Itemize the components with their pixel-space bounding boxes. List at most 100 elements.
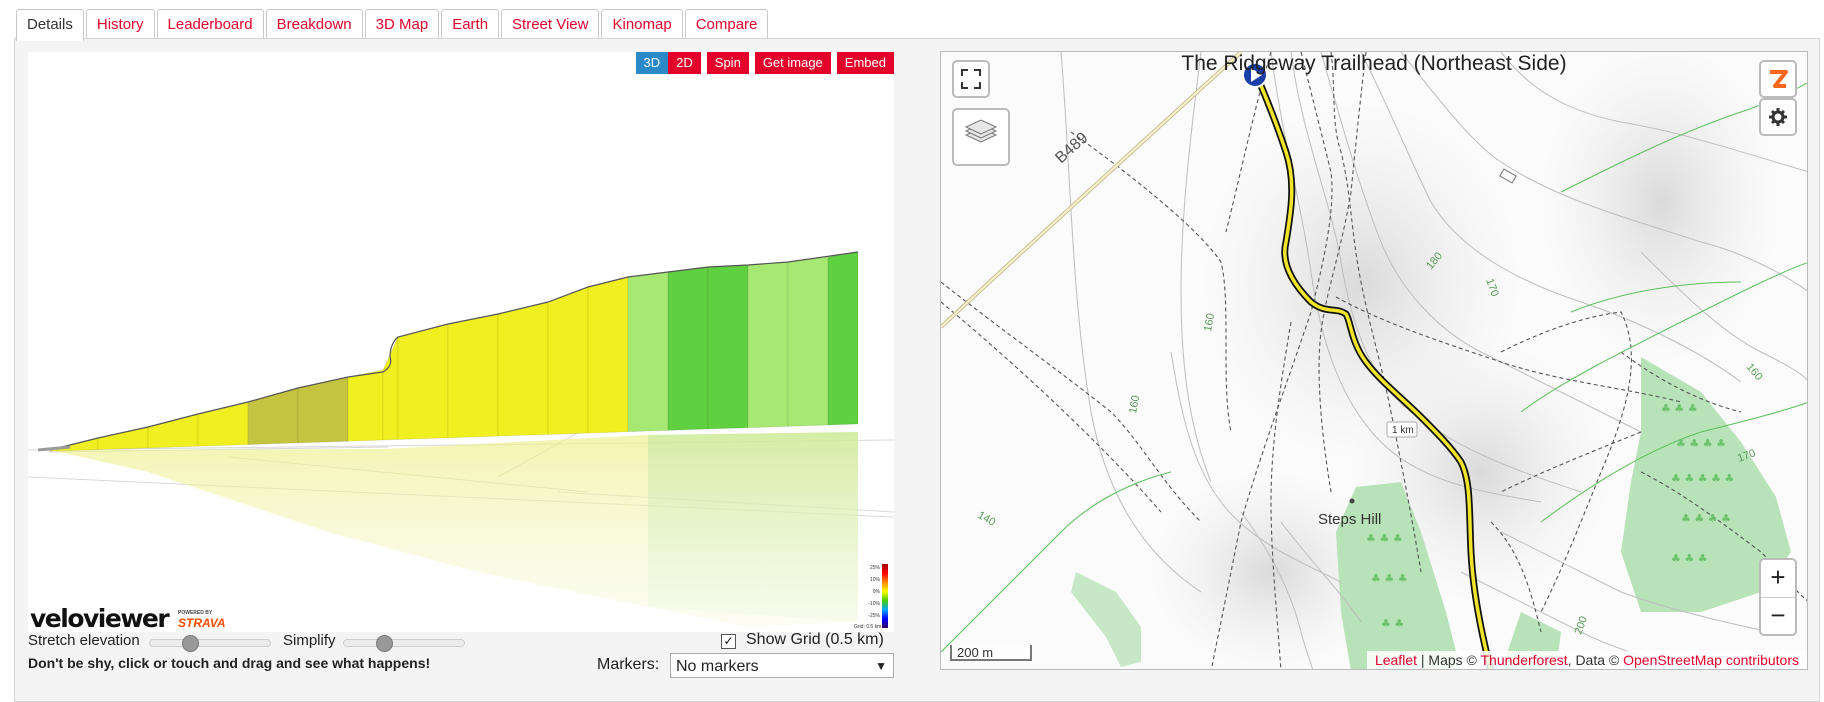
tab-street-view[interactable]: Street View — [501, 9, 600, 39]
profile-slice — [627, 271, 669, 433]
leaflet-link[interactable]: Leaflet — [1374, 652, 1417, 668]
bridleways — [941, 82, 1807, 653]
legend-label: 10% — [869, 577, 880, 583]
zwift-icon — [1770, 70, 1788, 88]
svg-text:♣ ♣: ♣ ♣ — [1381, 617, 1404, 630]
simplify-slider[interactable] — [343, 635, 465, 652]
stretch-elevation-slider[interactable] — [149, 635, 271, 652]
tab-breakdown[interactable]: Breakdown — [265, 9, 363, 39]
profile-slice — [547, 286, 589, 435]
strava-logo: STRAVA — [178, 616, 226, 630]
layers-icon — [964, 119, 998, 143]
contour-label: 200 — [1573, 615, 1591, 636]
profile-slice — [667, 266, 709, 431]
embed-button[interactable]: Embed — [836, 52, 894, 74]
zwift-button[interactable] — [1759, 60, 1797, 98]
tab-earth[interactable]: Earth — [441, 9, 500, 39]
elevation-profile-canvas[interactable] — [28, 52, 894, 632]
profile-slice — [447, 313, 499, 439]
interaction-hint: Don't be shy, click or touch and drag an… — [28, 655, 431, 671]
simplify-handle[interactable] — [375, 635, 393, 652]
markers-selected-value: No markers — [676, 658, 759, 675]
view-2d-button[interactable]: 2D — [668, 52, 701, 74]
building-icon — [1499, 168, 1517, 184]
layers-button[interactable] — [952, 108, 1010, 166]
profile-slice — [397, 323, 449, 441]
legend-label: 0% — [872, 589, 880, 595]
km-marker: 1 km — [1386, 421, 1418, 438]
view-3d-button[interactable]: 3D — [635, 52, 669, 74]
show-grid-checkbox[interactable]: ✓ — [721, 634, 736, 649]
contour-label: 160 — [1127, 394, 1142, 414]
fullscreen-icon — [961, 69, 981, 89]
place-label: Steps Hill — [1318, 511, 1381, 528]
legend-label: -10% — [868, 601, 880, 607]
svg-text:♣ ♣ ♣: ♣ ♣ ♣ — [1661, 402, 1698, 415]
grid-caption: Grid: 0.5 km — [854, 624, 882, 630]
elevation-3d-viewer[interactable]: 3D 2D Spin Get image Embed veloviewer PO… — [28, 52, 894, 632]
profile-slice — [787, 256, 829, 427]
attribution-text: , Data © — [1567, 652, 1624, 668]
powered-by-text: POWERED BY — [178, 610, 213, 616]
map-tiles[interactable]: ♣ ♣ ♣ ♣ ♣ ♣ ♣ ♣ ♣ ♣ ♣ ♣ ♣ ♣ ♣ ♣ ♣ ♣ ♣ ♣ … — [941, 52, 1808, 670]
viewer-button-group: 3D 2D Spin Get image Embed — [635, 52, 894, 74]
stretch-elevation-handle[interactable] — [181, 635, 199, 652]
hill-shading — [1151, 472, 1391, 669]
profile-slice — [97, 426, 149, 451]
zoom-control: + − — [1759, 558, 1797, 636]
markers-label: Markers: — [597, 656, 660, 673]
chevron-down-icon: ▼ — [875, 659, 887, 673]
profile-slice — [347, 369, 384, 442]
footpaths — [941, 52, 1807, 669]
tab-history[interactable]: History — [85, 9, 155, 39]
profile-slice — [587, 276, 629, 434]
svg-text:♣ ♣ ♣: ♣ ♣ ♣ — [1371, 572, 1408, 585]
osm-link[interactable]: OpenStreetMap contributors — [1623, 652, 1799, 668]
zoom-in-button[interactable]: + — [1761, 560, 1795, 598]
profile-slice — [197, 401, 249, 447]
profile-slice — [707, 264, 749, 430]
viewer-controls: Stretch elevation Simplify — [28, 632, 465, 652]
hill-shading — [1541, 52, 1781, 362]
svg-text:♣ ♣ ♣ ♣ ♣: ♣ ♣ ♣ ♣ ♣ — [1671, 472, 1734, 485]
fullscreen-button[interactable] — [952, 60, 990, 98]
tab-3d-map[interactable]: 3D Map — [364, 9, 440, 39]
route-line[interactable] — [1254, 73, 1493, 670]
summit-point-icon — [1349, 498, 1355, 504]
profile-slice — [747, 261, 789, 429]
simplify-label: Simplify — [283, 632, 336, 649]
gradient-legend-bar — [882, 564, 888, 628]
tab-leaderboard[interactable]: Leaderboard — [156, 9, 264, 39]
profile-slice — [147, 413, 199, 449]
tab-details[interactable]: Details — [16, 9, 84, 41]
map-route-title: The Ridgeway Trailhead (Northeast Side) — [1181, 52, 1567, 75]
tab-bar: Details History Leaderboard Breakdown 3D… — [16, 9, 770, 41]
road-b489-fill — [941, 52, 1242, 328]
forest-area — [1336, 482, 1461, 669]
road-label: B489 — [1052, 129, 1091, 167]
markers-select[interactable]: No markers ▼ — [670, 653, 894, 678]
route-map[interactable]: ♣ ♣ ♣ ♣ ♣ ♣ ♣ ♣ ♣ ♣ ♣ ♣ ♣ ♣ ♣ ♣ ♣ ♣ ♣ ♣ … — [940, 51, 1808, 670]
contour-label: 170 — [1483, 277, 1501, 298]
zoom-out-button[interactable]: − — [1770, 600, 1786, 630]
forest-area — [1621, 357, 1791, 612]
contour-label: 160 — [1744, 361, 1765, 383]
tab-kinomap[interactable]: Kinomap — [601, 9, 683, 39]
gradient-legend-labels: 25% 10% 0% -10% -25% — [858, 562, 880, 622]
contour-label: 160 — [1202, 312, 1217, 332]
tab-compare[interactable]: Compare — [684, 9, 769, 39]
show-grid-label: Show Grid (0.5 km) — [746, 631, 884, 648]
contour-label: 170 — [1736, 447, 1757, 465]
thunderforest-link[interactable]: Thunderforest — [1480, 652, 1568, 668]
profile-start-stub — [37, 445, 71, 452]
gear-icon — [1769, 108, 1787, 126]
veloviewer-logo: veloviewer — [30, 604, 170, 632]
tree-symbols: ♣ ♣ ♣ ♣ ♣ ♣ ♣ ♣ ♣ ♣ ♣ ♣ ♣ ♣ ♣ ♣ ♣ ♣ ♣ ♣ … — [1366, 402, 1734, 630]
play-icon — [1251, 68, 1262, 82]
legend-label: 25% — [869, 565, 880, 571]
get-image-button[interactable]: Get image — [754, 52, 831, 74]
map-settings-button[interactable] — [1759, 98, 1797, 136]
map-attribution: Leaflet | Maps © Thunderforest, Data © O… — [1366, 651, 1807, 669]
spin-button[interactable]: Spin — [706, 52, 749, 74]
forest-area — [1071, 572, 1141, 667]
